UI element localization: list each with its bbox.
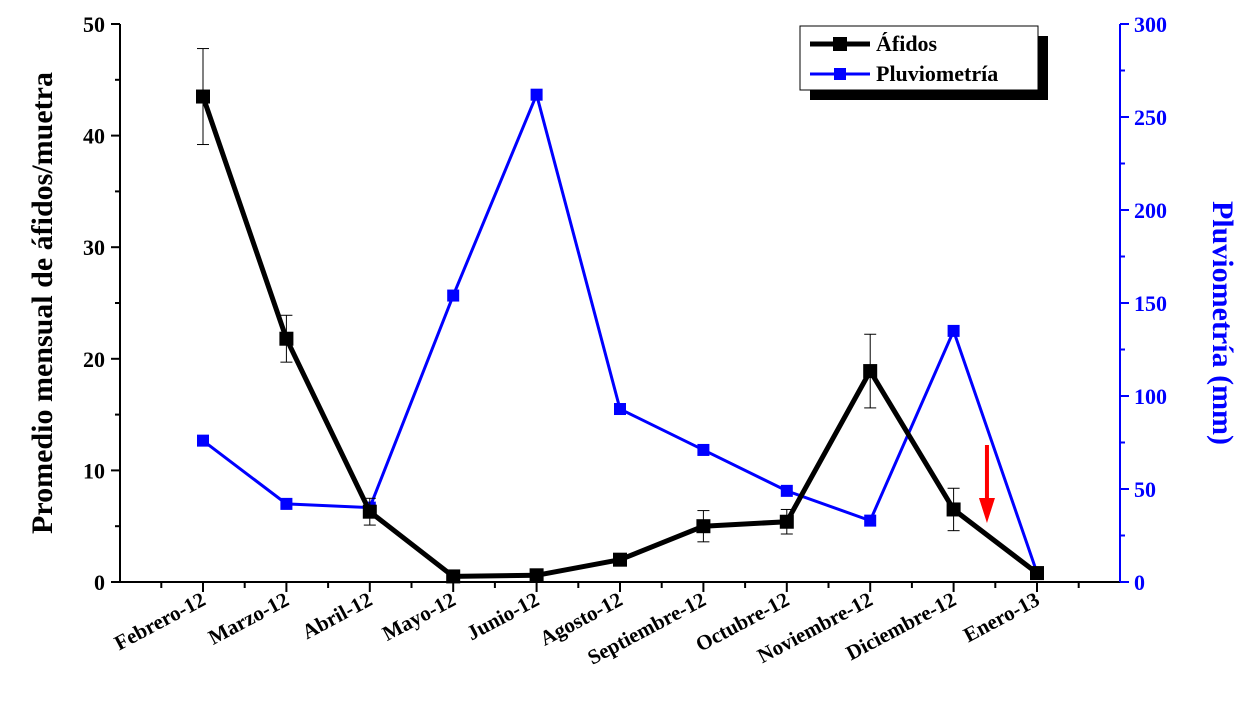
x-tick-label: Febrero-12: [110, 587, 209, 655]
afidos-point: [863, 364, 878, 379]
legend-pluviometria-label: Pluviometría: [876, 61, 998, 86]
left-tick-label: 40: [83, 124, 105, 149]
legend: Áfidos Pluviometría: [799, 25, 1048, 100]
afidos-point: [279, 331, 294, 346]
afidos-point: [613, 552, 627, 567]
x-tick-label: Abril-12: [298, 587, 376, 644]
left-tick-label: 20: [83, 347, 105, 372]
left-axis-title: Promedio mensual de áfidos/muetra: [26, 72, 59, 534]
afidos-point: [779, 514, 794, 529]
afidos-point: [446, 569, 461, 584]
left-tick-label: 0: [94, 570, 105, 595]
legend-afidos-swatch-marker: [833, 37, 847, 51]
x-tick-label: Marzo-12: [204, 587, 292, 649]
right-tick-label: 200: [1134, 198, 1167, 223]
pluviometria-point: [697, 443, 710, 456]
right-tick-label: 50: [1134, 477, 1156, 502]
left-tick-label: 30: [83, 235, 105, 260]
left-tick-label: 10: [83, 458, 105, 483]
legend-pluviometria-swatch-marker: [834, 68, 846, 80]
right-axis-title: Pluviometría (mm): [1206, 201, 1239, 445]
x-tick-label: Junio-12: [463, 587, 543, 645]
right-tick-label: 0: [1134, 570, 1145, 595]
red-arrow-head: [978, 498, 995, 523]
right-tick-label: 250: [1134, 105, 1167, 130]
pluviometria-line: [202, 90, 1039, 574]
pluviometria-point: [614, 403, 626, 416]
left-tick-label: 50: [83, 12, 105, 37]
right-tick-label: 300: [1134, 12, 1167, 37]
pluviometria-point: [947, 324, 960, 337]
pluviometria-point: [197, 434, 209, 447]
pluviometria-point: [780, 484, 793, 497]
afidos-point: [1030, 566, 1044, 581]
pluviometria-point: [530, 88, 543, 101]
pluviometria-point: [447, 289, 460, 302]
afidos-point: [362, 504, 377, 519]
right-tick-label: 150: [1134, 291, 1167, 316]
afidos-point: [696, 519, 711, 534]
afidos-point: [946, 502, 961, 517]
afidos-point: [196, 89, 210, 104]
legend-afidos-label: Áfidos: [876, 31, 938, 56]
right-tick-label: 100: [1134, 384, 1167, 409]
afidos-point: [529, 568, 544, 583]
x-tick-label: Mayo-12: [378, 587, 459, 645]
pluviometria-point: [864, 514, 877, 527]
annotation-layer: [978, 445, 995, 523]
pluviometria-point: [280, 497, 293, 510]
legend-box: [799, 25, 1039, 91]
series-layer: [196, 48, 1044, 584]
x-tick-label: Enero-13: [959, 587, 1043, 647]
